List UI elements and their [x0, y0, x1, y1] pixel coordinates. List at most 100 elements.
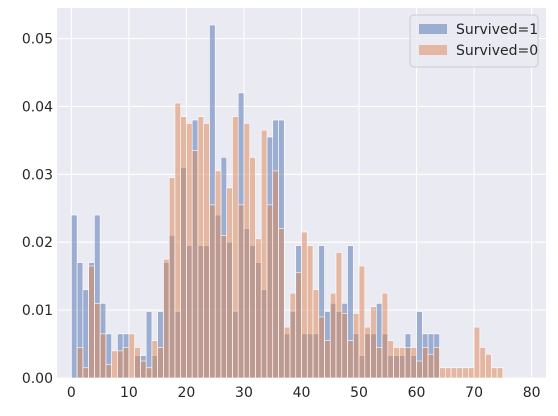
bar-survived-0	[370, 306, 377, 379]
bar-survived-0	[468, 367, 475, 379]
bar-survived-0	[260, 129, 268, 379]
x-tick-label: 20	[178, 385, 196, 401]
legend-swatch-1	[419, 45, 447, 55]
bar-survived-0	[163, 258, 170, 379]
bar-survived-0	[306, 245, 314, 379]
x-axis-ticks: 0 10 20 30 40 50 60 70 80	[67, 385, 541, 401]
bar-survived-0	[76, 347, 84, 379]
x-tick-label: 0	[67, 385, 76, 401]
x-tick-label: 80	[523, 385, 541, 401]
bar-survived-0	[358, 265, 366, 379]
bar-survived-0	[214, 170, 222, 379]
bar-survived-0	[473, 326, 481, 379]
bar-survived-0	[99, 333, 107, 379]
bar-survived-0	[88, 265, 95, 379]
x-tick-label: 40	[293, 385, 311, 401]
bar-survived-0	[398, 347, 406, 379]
bar-survived-0	[324, 340, 331, 379]
bar-survived-0	[433, 347, 440, 379]
bar-survived-0	[335, 252, 343, 379]
bar-survived-0	[445, 367, 452, 379]
y-tick-label: 0.01	[22, 303, 53, 319]
bar-survived-0	[450, 367, 458, 379]
legend: Survived=1 Survived=0	[409, 14, 539, 68]
bar-survived-0	[341, 313, 348, 379]
x-tick-label: 70	[465, 385, 483, 401]
bar-survived-0	[295, 272, 302, 379]
bar-survived-0	[266, 204, 274, 379]
bar-survived-0	[439, 367, 446, 379]
bar-survived-0	[462, 367, 469, 379]
bar-survived-0	[122, 347, 130, 379]
bar-survived-0	[404, 347, 412, 379]
bar-survived-0	[151, 340, 158, 379]
bar-survived-0	[427, 353, 435, 379]
bar-survived-0	[180, 116, 187, 379]
bar-survived-0	[232, 116, 239, 379]
y-tick-label: 0.05	[22, 32, 53, 48]
bar-survived-0	[209, 204, 216, 379]
bar-survived-0	[140, 360, 147, 379]
bar-survived-0	[422, 347, 429, 379]
bar-survived-0	[174, 102, 181, 379]
bar-survived-0	[456, 367, 463, 379]
bar-survived-0	[237, 204, 245, 379]
x-tick-label: 60	[408, 385, 426, 401]
bar-survived-0	[347, 340, 354, 379]
bar-survived-0	[289, 292, 297, 379]
bar-survived-0	[226, 187, 233, 379]
bar-survived-0	[375, 347, 383, 379]
bar-survived-0	[318, 316, 325, 379]
bar-survived-0	[157, 347, 164, 379]
bar-survived-0	[128, 333, 135, 379]
y-axis-ticks: 0.00 0.01 0.02 0.03 0.04 0.05	[22, 32, 53, 387]
bar-survived-0	[220, 235, 228, 379]
bar-survived-0	[496, 367, 504, 379]
bar-survived-0	[381, 292, 389, 379]
bar-survived-0	[168, 177, 176, 379]
bar-survived-0	[312, 289, 320, 379]
bar-survived-0	[416, 360, 423, 379]
bar-survived-0	[105, 364, 112, 379]
bar-survived-0	[145, 367, 153, 379]
bar-survived-0	[243, 123, 251, 379]
legend-label-1: Survived=0	[456, 43, 538, 59]
bar-survived-0	[491, 367, 498, 379]
bar-survived-0	[410, 347, 417, 379]
bar-survived-0	[203, 123, 210, 379]
bar-survived-0	[197, 116, 204, 379]
bar-survived-0	[301, 231, 308, 379]
bar-survived-1	[82, 289, 89, 379]
y-tick-label: 0.00	[22, 371, 53, 387]
bar-survived-0	[117, 350, 124, 379]
y-tick-label: 0.02	[22, 235, 53, 251]
bar-survived-0	[364, 326, 371, 379]
legend-label-0: Survived=1	[456, 22, 538, 38]
y-tick-label: 0.04	[22, 99, 53, 115]
bar-survived-0	[387, 340, 394, 379]
bar-survived-0	[329, 292, 337, 379]
bar-survived-0	[191, 150, 199, 379]
bar-survived-0	[479, 347, 486, 379]
legend-swatch-0	[419, 24, 447, 34]
bar-survived-1	[71, 214, 78, 379]
bar-survived-0	[283, 326, 291, 379]
bar-survived-0	[278, 228, 285, 379]
bar-survived-0	[485, 353, 492, 379]
bar-survived-0	[82, 367, 89, 379]
x-tick-label: 30	[235, 385, 253, 401]
bar-survived-0	[111, 350, 118, 379]
bar-survived-0	[249, 157, 256, 379]
bar-survived-0	[255, 238, 262, 379]
bars-group	[71, 24, 504, 379]
y-tick-label: 0.03	[22, 167, 53, 183]
bar-survived-0	[352, 313, 360, 379]
x-tick-label: 50	[350, 385, 368, 401]
bar-survived-0	[186, 123, 193, 379]
bar-survived-0	[94, 303, 101, 379]
x-tick-label: 10	[120, 385, 138, 401]
bar-survived-0	[272, 170, 279, 379]
bar-survived-0	[393, 347, 400, 379]
bar-survived-0	[134, 347, 141, 379]
